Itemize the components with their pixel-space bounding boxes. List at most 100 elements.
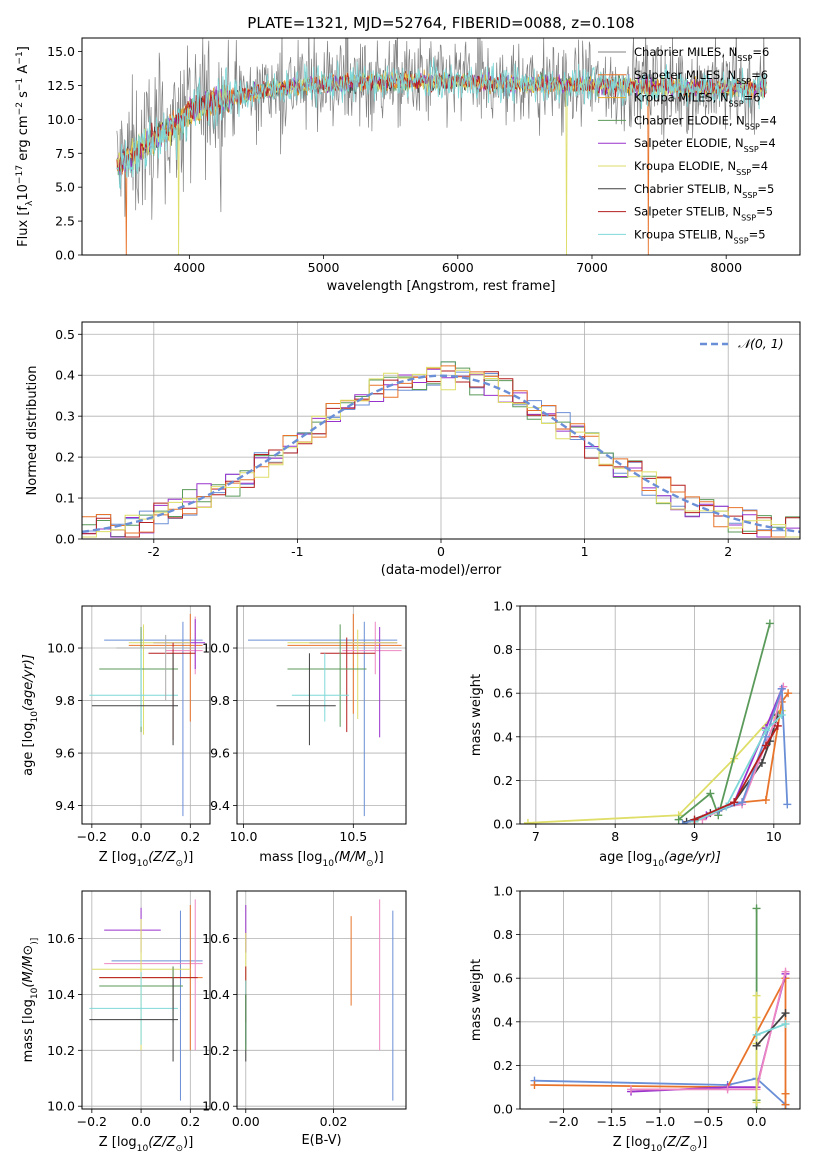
x-axis-label-part: ⊙	[366, 859, 374, 869]
y-tick-label: 0.5	[55, 327, 75, 342]
x-axis-label-part: Z [log	[99, 850, 137, 865]
y-tick-label: 0.6	[493, 971, 513, 986]
plot-area	[247, 613, 402, 817]
x-axis-label-part: 10	[652, 859, 664, 869]
y-axis-label-part: 10	[16, 184, 31, 201]
y-axis-label: Flux [fλ10−17 erg cm−2 s−1 A−1]	[15, 46, 35, 247]
x-axis-label-part: )]	[374, 850, 384, 865]
plot-area	[523, 619, 793, 824]
x-axis-label-part: ⊙	[176, 859, 184, 869]
x-tick-label: 1	[581, 544, 589, 559]
histogram-step	[82, 366, 800, 538]
legend-label: Kroupa STELIB, NSSP=5	[634, 227, 766, 245]
y-tick-label: 0.4	[55, 368, 75, 383]
age-vs-Z-frame	[81, 605, 211, 825]
x-tick-label: 5000	[308, 260, 340, 275]
y-tick-label: 0.6	[493, 686, 513, 701]
y-axis-label-part: −17	[15, 165, 25, 184]
legend-label-part: SSP	[744, 145, 759, 154]
x-axis-label-part: (M/M	[334, 850, 366, 865]
legend-label-part: Salpeter STELIB, N	[634, 205, 741, 219]
y-tick-label: 10.6	[202, 931, 230, 946]
y-tick-label: 10.0	[47, 641, 75, 656]
x-tick-label: 2	[724, 544, 732, 559]
x-tick-label: 8	[611, 829, 619, 844]
legend-label-part: SSP	[736, 76, 751, 85]
y-tick-label: 2.5	[55, 214, 75, 229]
legend-label-part: SSP	[737, 54, 752, 63]
x-tick-label: -1	[291, 544, 303, 559]
y-axis-label-part: erg cm	[16, 115, 31, 164]
age-vs-Z-panel: −0.2 0.0 0.29.49.69.810.0Z [log10(Z/Z⊙)]ag…	[21, 605, 211, 869]
x-axis-label-part: 10	[137, 1144, 149, 1154]
legend-label-part: SSP	[734, 236, 749, 245]
legend-label-part: SSP	[736, 168, 751, 177]
y-tick-label: 9.8	[210, 693, 230, 708]
legend-label-part: Salpeter MILES, N	[634, 68, 736, 82]
legend-label-part: SSP	[741, 213, 756, 222]
y-axis-label-part: ]	[16, 46, 31, 51]
x-tick-label: -2	[148, 544, 160, 559]
x-axis-label: Z [log10(Z/Z⊙)]	[613, 1135, 708, 1154]
y-tick-label: 10.0	[202, 1099, 230, 1114]
legend-label: Kroupa MILES, NSSP=6	[634, 91, 761, 109]
y-tick-label: 0.0	[55, 532, 75, 547]
y-tick-label: 10.4	[202, 987, 230, 1002]
mass-vs-EBV-panel: 0.00 0.02 10.0 10.2 10.4 10.6 E(B-V)	[202, 890, 407, 1148]
x-axis-label-part: )]	[183, 850, 193, 865]
y-tick-label: 9.6	[55, 746, 75, 761]
age-vs-mass-frame	[236, 605, 407, 825]
y-tick-label: 9.4	[210, 798, 230, 813]
residuals-panel: -2 -1 0 1 2 0.0 0.1 0.2 0.3 0.4 0.5 (data-model)/er…	[25, 321, 801, 578]
x-tick-label: 10.0	[230, 829, 258, 844]
x-axis-label: Z [log10(Z/Z⊙)]	[99, 1135, 194, 1154]
plot-area	[530, 904, 790, 1109]
y-axis-label-part: λ	[25, 200, 35, 206]
x-axis-label: Z [log10(Z/Z⊙)]	[99, 850, 194, 869]
x-tick-label: 0.0	[131, 1114, 151, 1129]
y-tick-label: 0.0	[493, 1102, 513, 1117]
y-tick-label: 10.2	[47, 1043, 75, 1058]
legend-label-part: Kroupa ELODIE, N	[634, 159, 736, 173]
x-tick-label: 10	[766, 829, 782, 844]
y-axis-label-part: Flux [f	[16, 206, 31, 247]
y-axis-label: mass weight	[469, 674, 484, 756]
y-axis-label-part: (M/M	[21, 956, 36, 988]
legend-label-part: =6	[752, 45, 769, 59]
legend-label: Salpeter ELODIE, NSSP=4	[634, 136, 776, 154]
x-tick-label: −1.5	[597, 1114, 627, 1129]
legend-label-part: Chabrier ELODIE, N	[634, 113, 745, 127]
y-tick-label: 7.5	[55, 146, 75, 161]
y-axis-label: mass weight	[469, 959, 484, 1041]
residuals-frame	[81, 321, 801, 540]
x-axis-label: wavelength [Angstrom, rest frame]	[327, 279, 556, 294]
y-tick-label: 9.6	[210, 746, 230, 761]
x-tick-label: 7000	[576, 260, 608, 275]
mass-weight-line	[694, 714, 783, 823]
spectrum-line	[116, 57, 767, 190]
x-axis-label: (data-model)/error	[381, 563, 502, 578]
x-tick-label: 4000	[173, 260, 205, 275]
mass-weight-line	[678, 623, 771, 821]
massweight-vs-Z-panel: −2.0 −1.5 −1.0 −0.5 0.0 0.0 0.2 0.4 0.6 0.8 1.0 Z […	[469, 884, 801, 1154]
x-axis-label: mass [log10(M/M⊙)]	[259, 850, 383, 869]
x-axis-label: E(B-V)	[301, 1133, 341, 1148]
y-tick-label: 0.4	[493, 1014, 513, 1029]
legend-label-part: =6	[744, 91, 761, 105]
y-tick-label: 9.4	[55, 798, 75, 813]
y-tick-label: 10.4	[47, 987, 75, 1002]
plot-area	[82, 361, 800, 538]
y-tick-label: 1.0	[493, 599, 513, 614]
x-axis-label: age [log10(age/yr)]	[599, 850, 721, 869]
legend-label: Salpeter MILES, NSSP=6	[634, 68, 768, 86]
legend-label-part: Chabrier MILES, N	[634, 45, 737, 59]
y-tick-label: 12.5	[47, 78, 75, 93]
y-axis-label-part: 10	[30, 987, 40, 999]
x-tick-label: 7	[532, 829, 540, 844]
massweight-vs-age-frame	[519, 605, 801, 825]
y-tick-label: 0.0	[493, 817, 513, 832]
y-axis-label-part: −1	[15, 51, 25, 64]
legend-label-part: =5	[749, 227, 766, 241]
